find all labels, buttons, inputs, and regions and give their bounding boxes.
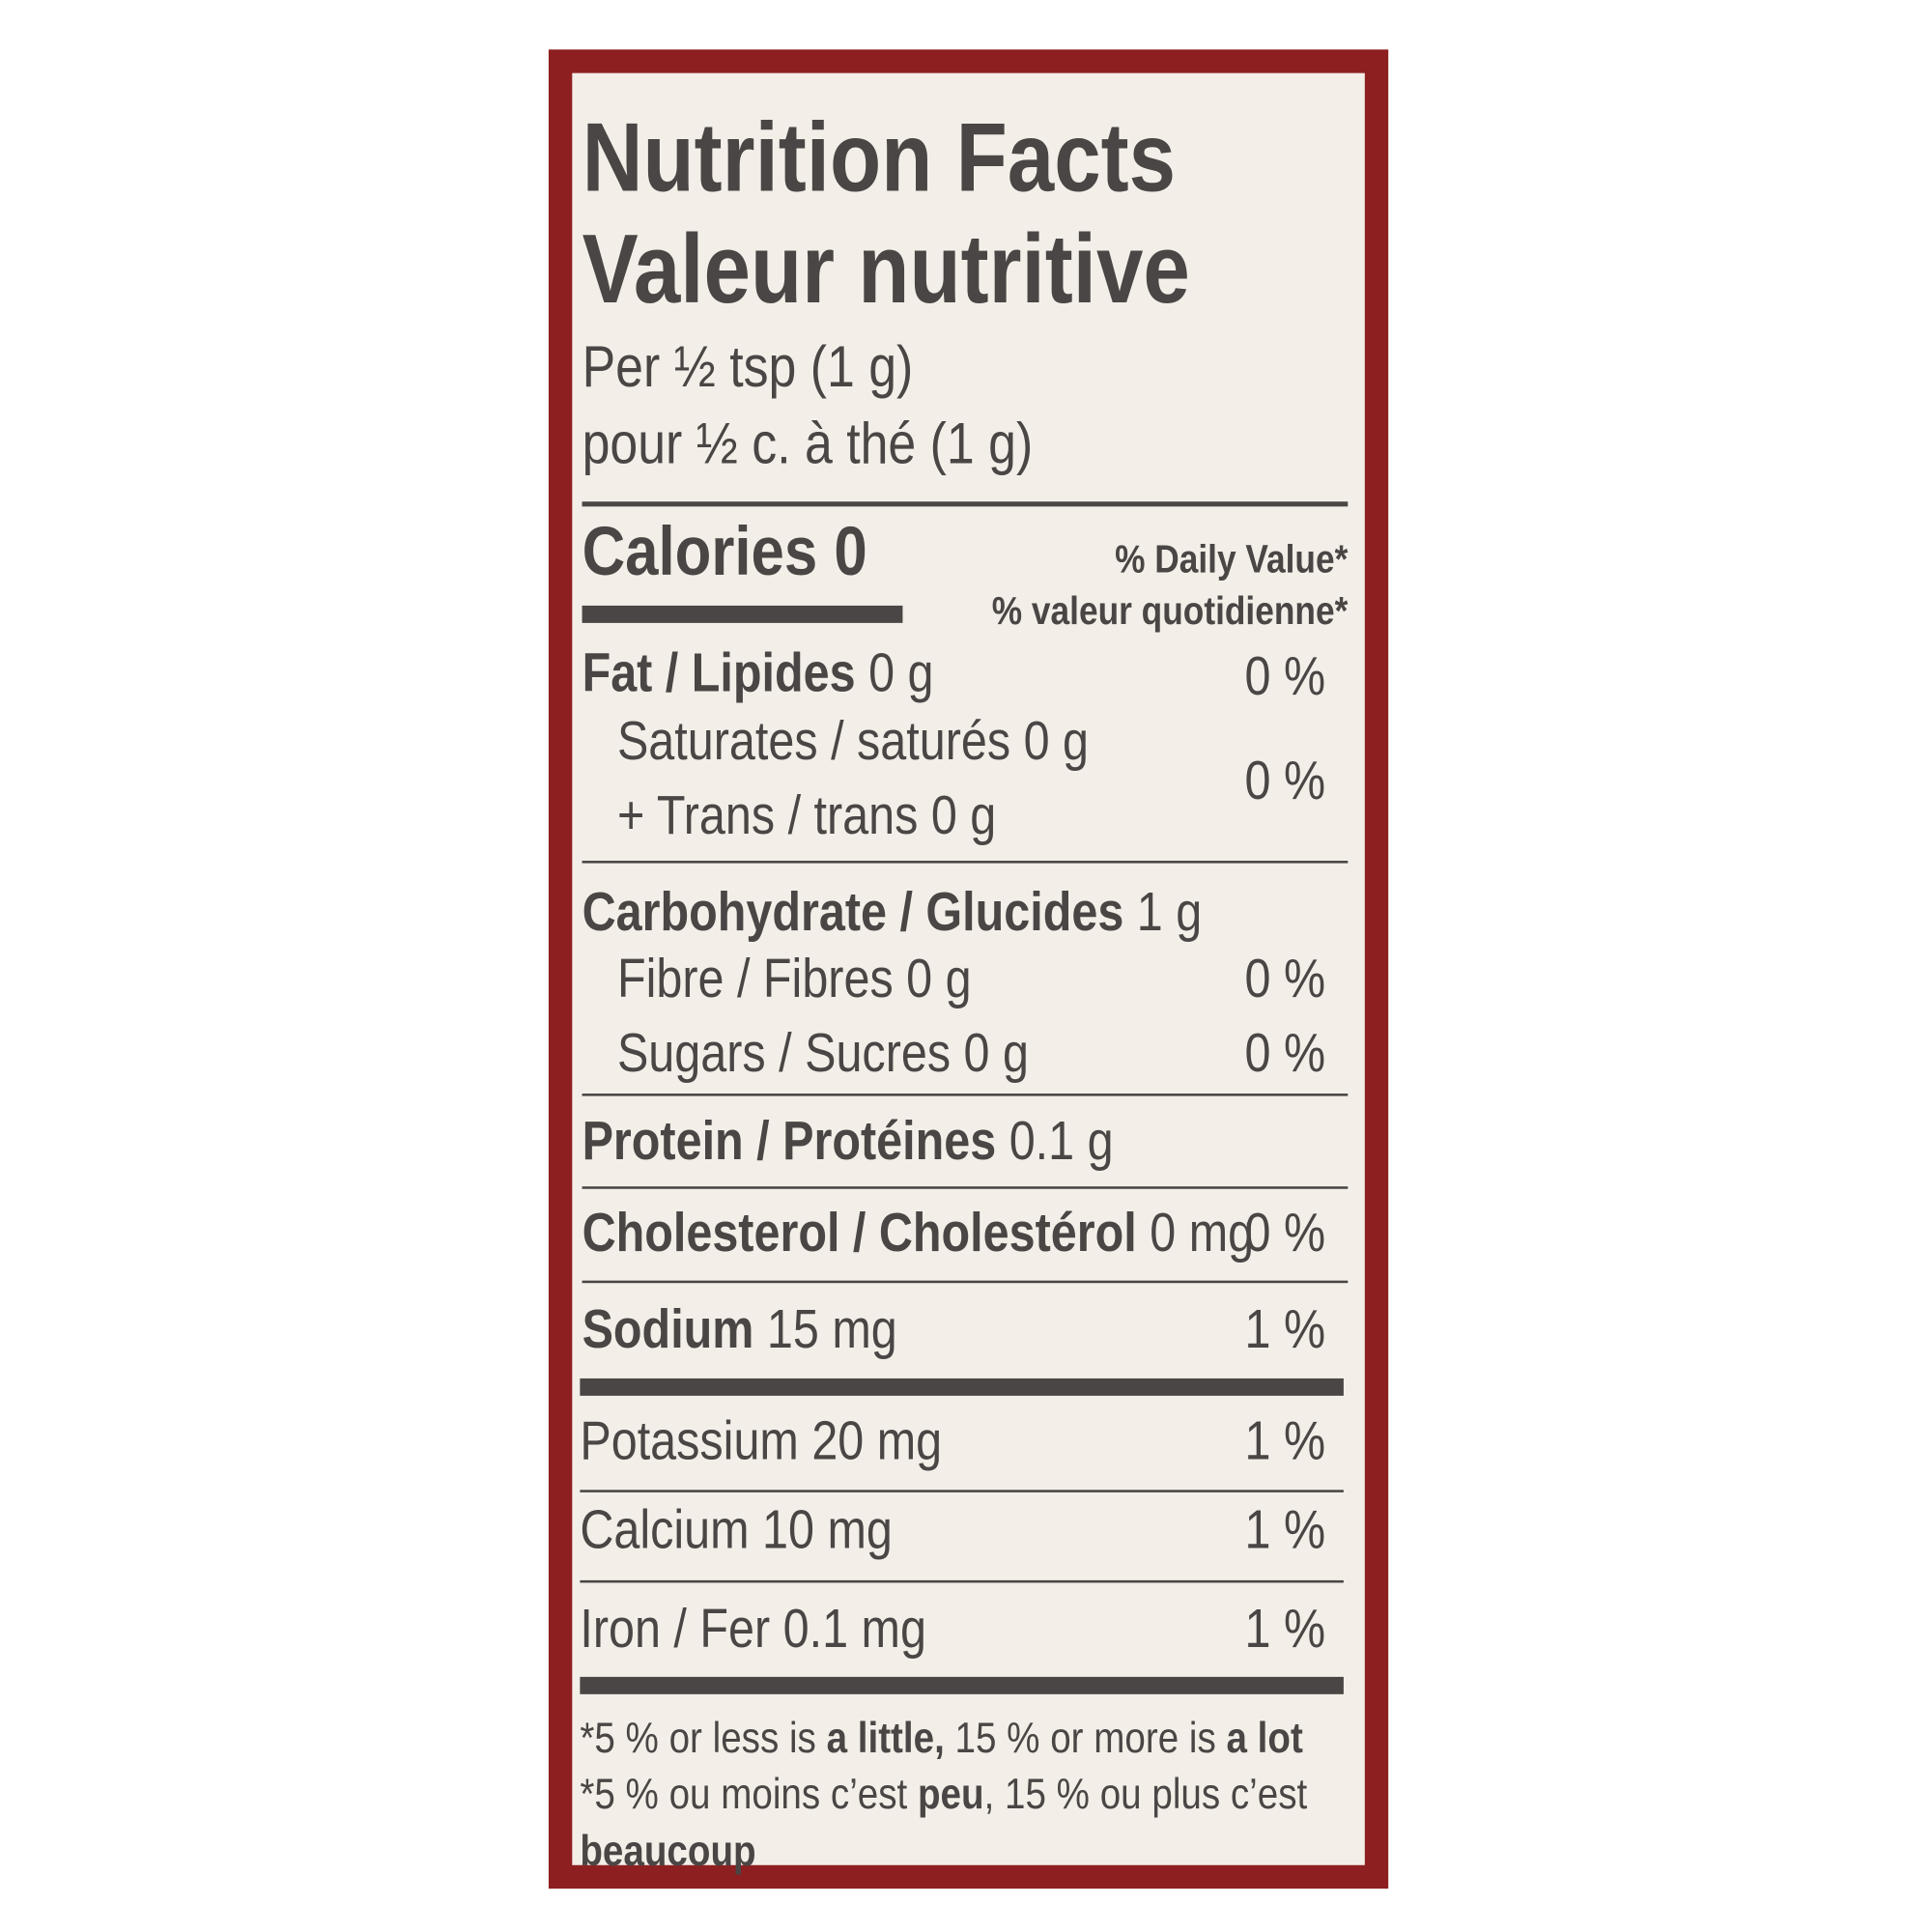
footnote-fr: *5 % ou moins c’est peu, 15 % ou plus c’…: [580, 1773, 1307, 1816]
nutrient-row-protein: Protein / Protéines 0.1 g: [582, 1114, 1114, 1169]
nutrient-row-fat: Fat / Lipides 0 g: [582, 646, 934, 700]
divider: [582, 501, 1349, 507]
nutrient-amount: 0 mg: [1150, 1202, 1255, 1264]
nutrient-amount: 0 g: [868, 642, 934, 704]
nutrient-label: Sodium: [582, 1298, 754, 1360]
footnote-text: *5 % or less is: [580, 1714, 827, 1763]
title-fr: Valeur nutritive: [582, 213, 1190, 324]
footnote-fr-end: beaucoup: [580, 1827, 756, 1876]
title-en: Nutrition Facts: [582, 101, 1177, 213]
footnote-text: 15 % or more is: [944, 1714, 1227, 1763]
thick-divider: [580, 1676, 1344, 1694]
saturates-trans-dv: 0 %: [1244, 750, 1326, 811]
serving-size-fr: pour ½ c. à thé (1 g): [582, 410, 1034, 476]
footnote-emphasis: peu: [917, 1770, 984, 1819]
daily-value-header-fr: % valeur quotidienne*: [991, 587, 1349, 634]
divider: [580, 1579, 1344, 1583]
nutrient-row-cholesterol: Cholesterol / Cholestérol 0 mg: [582, 1206, 1255, 1261]
footnote-text: *5 % ou moins c’est: [580, 1770, 918, 1819]
nutrient-label: Fat / Lipides: [582, 642, 856, 704]
divider: [582, 861, 1349, 864]
sodium-dv: 1 %: [1244, 1298, 1326, 1360]
divider: [582, 1094, 1349, 1096]
nutrient-row-potassium: Potassium 20 mg: [580, 1410, 943, 1472]
nutrient-label: Cholesterol / Cholestérol: [582, 1202, 1137, 1264]
divider: [582, 1280, 1349, 1284]
daily-value-header-en: % Daily Value*: [1115, 536, 1349, 582]
potassium-dv: 1 %: [1244, 1410, 1326, 1472]
nutrient-row-trans: + Trans / trans 0 g: [616, 784, 997, 846]
nutrient-amount: 15 mg: [766, 1298, 897, 1360]
nutrient-row-calcium: Calcium 10 mg: [580, 1499, 893, 1561]
serving-size-en: Per ½ tsp (1 g): [582, 332, 914, 399]
fat-dv: 0 %: [1244, 646, 1326, 708]
nutrient-amount: 1 g: [1136, 881, 1203, 943]
footnote-en: *5 % or less is a little, 15 % or more i…: [580, 1717, 1302, 1760]
nutrient-label: Carbohydrate / Glucides: [582, 881, 1124, 943]
nutrient-amount: 0.1 g: [1009, 1110, 1114, 1172]
footnote-emphasis: a little,: [826, 1714, 945, 1763]
nutrient-row-iron: Iron / Fer 0.1 mg: [580, 1599, 926, 1660]
nutrient-row-fibre: Fibre / Fibres 0 g: [616, 949, 972, 1009]
cholesterol-dv: 0 %: [1244, 1202, 1326, 1264]
footnote-emphasis: a lot: [1226, 1714, 1303, 1763]
nutrient-row-saturates: Saturates / saturés 0 g: [616, 710, 1090, 772]
thick-divider: [580, 1378, 1344, 1396]
nutrition-facts-label: Nutrition Facts Valeur nutritive Per ½ t…: [548, 49, 1389, 1889]
divider: [582, 1186, 1349, 1189]
nutrient-row-sodium: Sodium 15 mg: [582, 1302, 897, 1357]
iron-dv: 1 %: [1244, 1599, 1326, 1660]
calories-bar: [582, 605, 903, 623]
nutrient-row-carbohydrate: Carbohydrate / Glucides 1 g: [582, 885, 1203, 940]
nutrient-label: Protein / Protéines: [582, 1110, 997, 1172]
calories: Calories 0: [582, 511, 867, 590]
nutrient-row-sugars: Sugars / Sucres 0 g: [616, 1022, 1030, 1084]
footnote-text: , 15 % ou plus c’est: [983, 1770, 1308, 1819]
calcium-dv: 1 %: [1244, 1499, 1326, 1561]
sugars-dv: 0 %: [1244, 1022, 1326, 1084]
fibre-dv: 0 %: [1244, 949, 1326, 1009]
divider: [580, 1490, 1344, 1492]
